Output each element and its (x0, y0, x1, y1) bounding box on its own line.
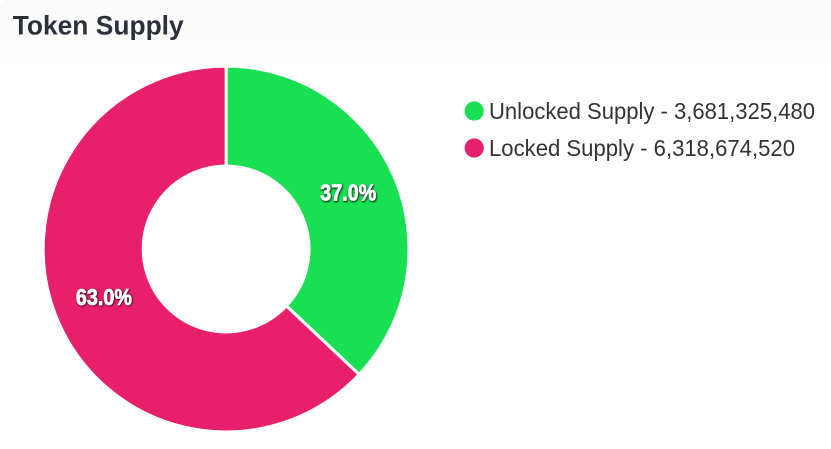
svg-text:Unlocked Supply - 3,681,325,48: Unlocked Supply - 3,681,325,480 (489, 98, 815, 124)
svg-text:37.0%: 37.0% (321, 180, 377, 206)
svg-text:63.0%: 63.0% (77, 285, 133, 311)
svg-text:Locked Supply - 6,318,674,520: Locked Supply - 6,318,674,520 (489, 135, 795, 161)
svg-text:Token Supply: Token Supply (13, 10, 184, 40)
svg-text:63.0%: 63.0% (76, 284, 132, 310)
svg-text:37.0%: 37.0% (320, 180, 376, 206)
